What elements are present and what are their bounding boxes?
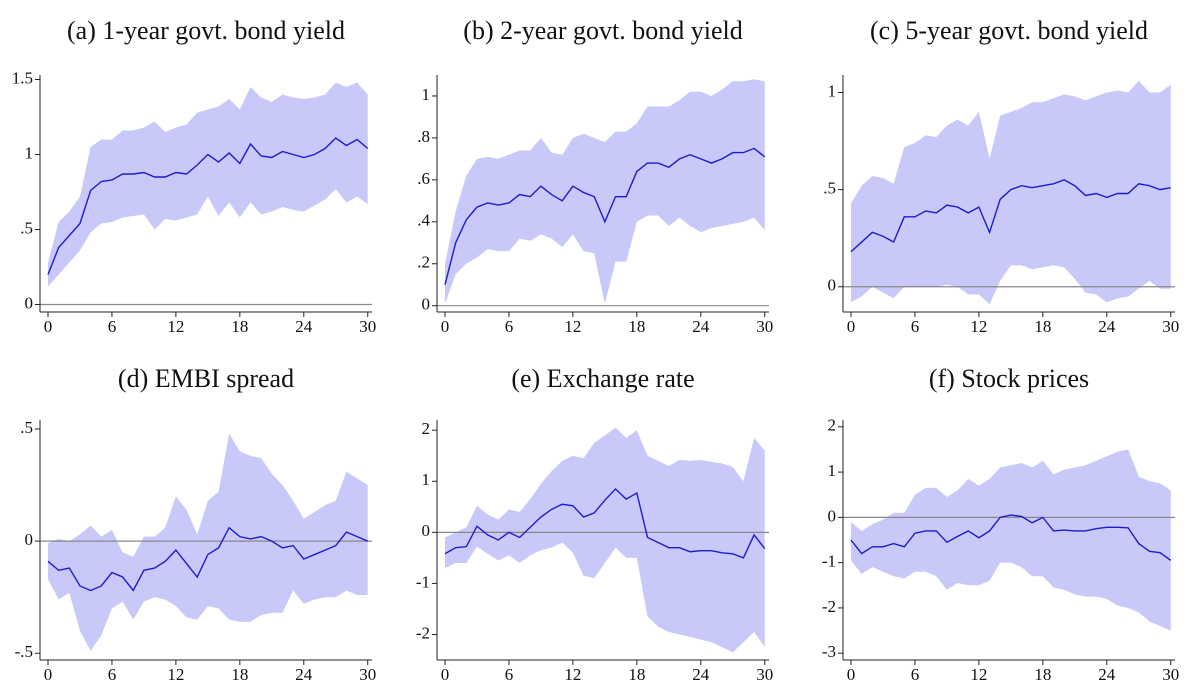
x-tick-label: 24 [295, 317, 313, 336]
y-tick-label: 2 [828, 416, 837, 435]
estimate-line [47, 137, 369, 275]
panel-title: (e) Exchange rate [511, 364, 694, 393]
estimate-line [47, 526, 369, 592]
x-tick-label: 30 [756, 317, 773, 336]
y-tick-label: -2 [822, 597, 836, 616]
y-tick-label: .5 [823, 179, 836, 198]
panel-title: (c) 5-year govt. bond yield [870, 16, 1148, 45]
x-tick-label: 0 [441, 665, 450, 684]
x-tick-label: 0 [847, 665, 856, 684]
y-tick-label: 0 [828, 506, 837, 525]
panel-title: (d) EMBI spread [118, 364, 294, 393]
y-tick-label: 1 [828, 461, 837, 480]
y-tick-label: 0 [25, 530, 34, 549]
x-tick-label: 0 [44, 317, 53, 336]
x-tick-label: 12 [970, 317, 987, 336]
x-tick-label: 24 [692, 665, 710, 684]
x-tick-label: 30 [359, 317, 376, 336]
confidence-band [444, 427, 765, 653]
x-tick-label: 0 [441, 317, 450, 336]
x-tick-label: 12 [167, 665, 184, 684]
confidence-band [850, 449, 1171, 631]
confidence-band [47, 433, 368, 652]
x-tick-label: 6 [108, 317, 117, 336]
x-tick-label: 6 [911, 665, 920, 684]
y-tick-label: .6 [417, 169, 430, 188]
x-tick-label: 24 [692, 317, 710, 336]
x-tick-label: 12 [564, 317, 581, 336]
y-tick-label: 2 [422, 419, 431, 438]
y-tick-label: .5 [20, 218, 33, 237]
y-tick-label: .5 [20, 418, 33, 437]
x-tick-label: 18 [231, 665, 248, 684]
x-tick-label: 24 [1098, 665, 1116, 684]
y-tick-label: 1 [25, 143, 34, 162]
x-tick-label: 6 [505, 665, 514, 684]
y-tick-label: 1 [422, 85, 431, 104]
estimate-line [444, 487, 766, 559]
y-tick-label: 0 [422, 295, 431, 314]
confidence-band [850, 80, 1171, 305]
x-tick-label: 18 [628, 665, 645, 684]
x-tick-label: 18 [628, 317, 645, 336]
x-tick-label: 6 [911, 317, 920, 336]
x-tick-label: 18 [1034, 317, 1051, 336]
y-tick-label: 0 [25, 293, 34, 312]
panel-title: (f) Stock prices [929, 364, 1089, 393]
x-tick-label: 12 [167, 317, 184, 336]
x-tick-label: 6 [505, 317, 514, 336]
y-tick-label: 1.5 [12, 68, 33, 87]
x-tick-label: 12 [970, 665, 987, 684]
x-tick-label: 30 [756, 665, 773, 684]
y-tick-label: 1 [422, 470, 431, 489]
x-tick-label: 30 [1162, 317, 1179, 336]
confidence-band [47, 82, 368, 287]
panel-title: (a) 1-year govt. bond yield [67, 16, 345, 45]
x-tick-label: 30 [359, 665, 376, 684]
estimate-line [850, 179, 1171, 253]
y-tick-label: -1 [416, 572, 430, 591]
y-tick-label: .4 [417, 211, 430, 230]
y-tick-label: -.5 [15, 642, 33, 661]
y-tick-label: -3 [822, 642, 836, 661]
x-tick-label: 24 [1098, 317, 1116, 336]
y-tick-label: 0 [422, 521, 431, 540]
x-tick-label: 6 [108, 665, 117, 684]
x-tick-label: 30 [1162, 665, 1179, 684]
y-tick-label: .2 [417, 253, 430, 272]
panel-title: (b) 2-year govt. bond yield [463, 16, 742, 45]
x-tick-label: 12 [564, 665, 581, 684]
x-tick-label: 0 [44, 665, 53, 684]
estimate-line [444, 147, 766, 285]
y-tick-label: -2 [416, 623, 430, 642]
x-tick-label: 18 [231, 317, 248, 336]
confidence-band [444, 79, 765, 304]
y-tick-label: -1 [822, 552, 836, 571]
y-tick-label: .8 [417, 127, 430, 146]
y-tick-label: 0 [828, 276, 837, 295]
estimate-line [850, 514, 1172, 561]
x-tick-label: 18 [1034, 665, 1051, 684]
x-tick-label: 24 [295, 665, 313, 684]
y-tick-label: 1 [828, 81, 837, 100]
x-tick-label: 0 [847, 317, 856, 336]
